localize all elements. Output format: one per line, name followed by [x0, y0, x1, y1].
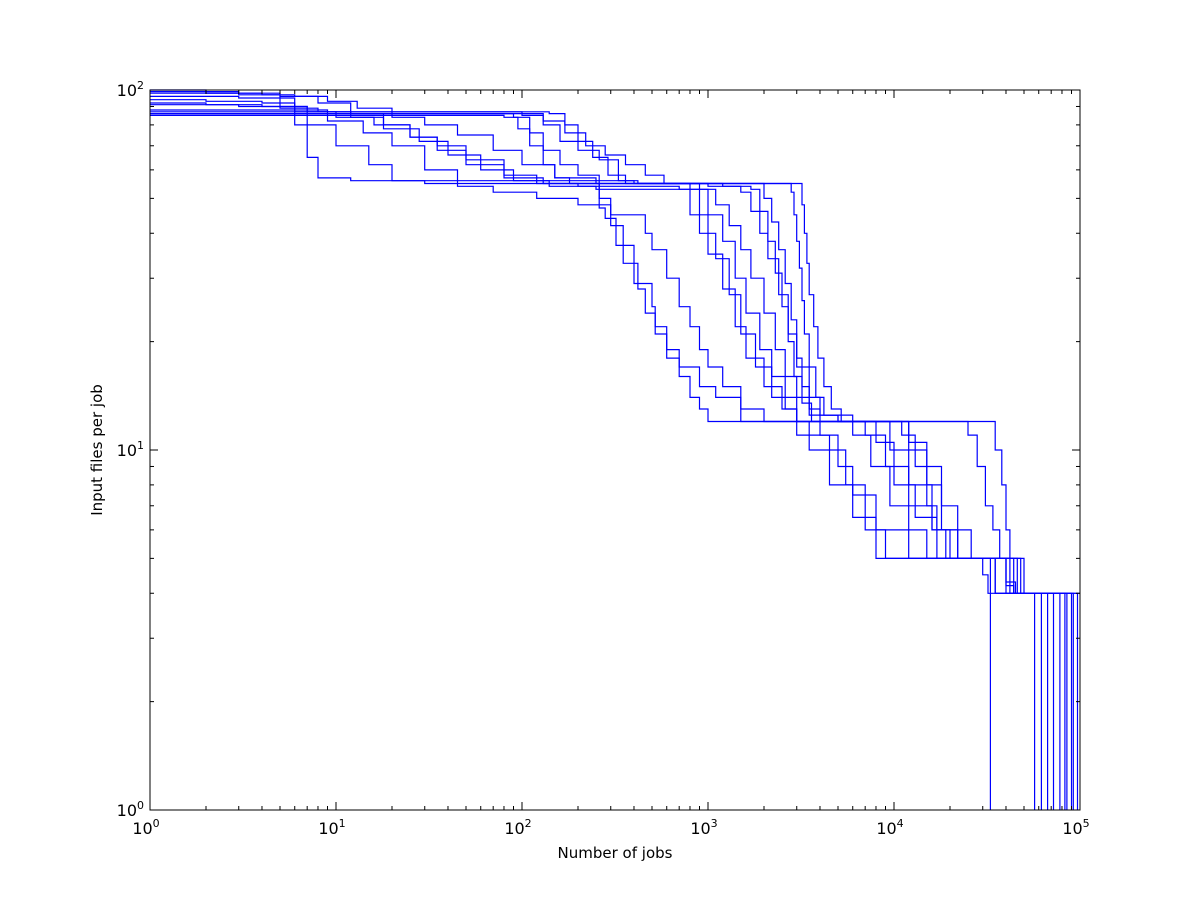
- x-tick-label: 100: [132, 817, 159, 838]
- series-line: [150, 95, 1042, 810]
- series-line: [150, 102, 1068, 810]
- y-tick-label: 101: [117, 439, 144, 460]
- x-tick-label: 101: [318, 817, 345, 838]
- series-line: [150, 114, 1066, 810]
- tick-label-layer: 100 101 102 103 104 105 100 101 102: [117, 79, 1090, 838]
- y-tick-label: 100: [117, 799, 144, 820]
- x-axis-label: Number of jobs: [558, 844, 673, 862]
- series-line: [150, 113, 1036, 810]
- x-tick-label: 102: [504, 817, 531, 838]
- series-layer: [150, 89, 1080, 810]
- y-tick-label: 102: [117, 79, 144, 100]
- series-line: [150, 113, 1073, 810]
- x-tick-label: 104: [876, 817, 903, 838]
- x-tick-label: 103: [690, 817, 717, 838]
- series-line: [150, 111, 1080, 594]
- plot-area: [149, 89, 1081, 811]
- plot-frame: [149, 89, 1081, 811]
- x-tick-label: 105: [1062, 817, 1089, 838]
- y-axis-label: Input files per job: [88, 384, 106, 516]
- series-line: [150, 109, 1079, 810]
- plot-background: [150, 90, 1080, 810]
- series-line: [150, 99, 1055, 810]
